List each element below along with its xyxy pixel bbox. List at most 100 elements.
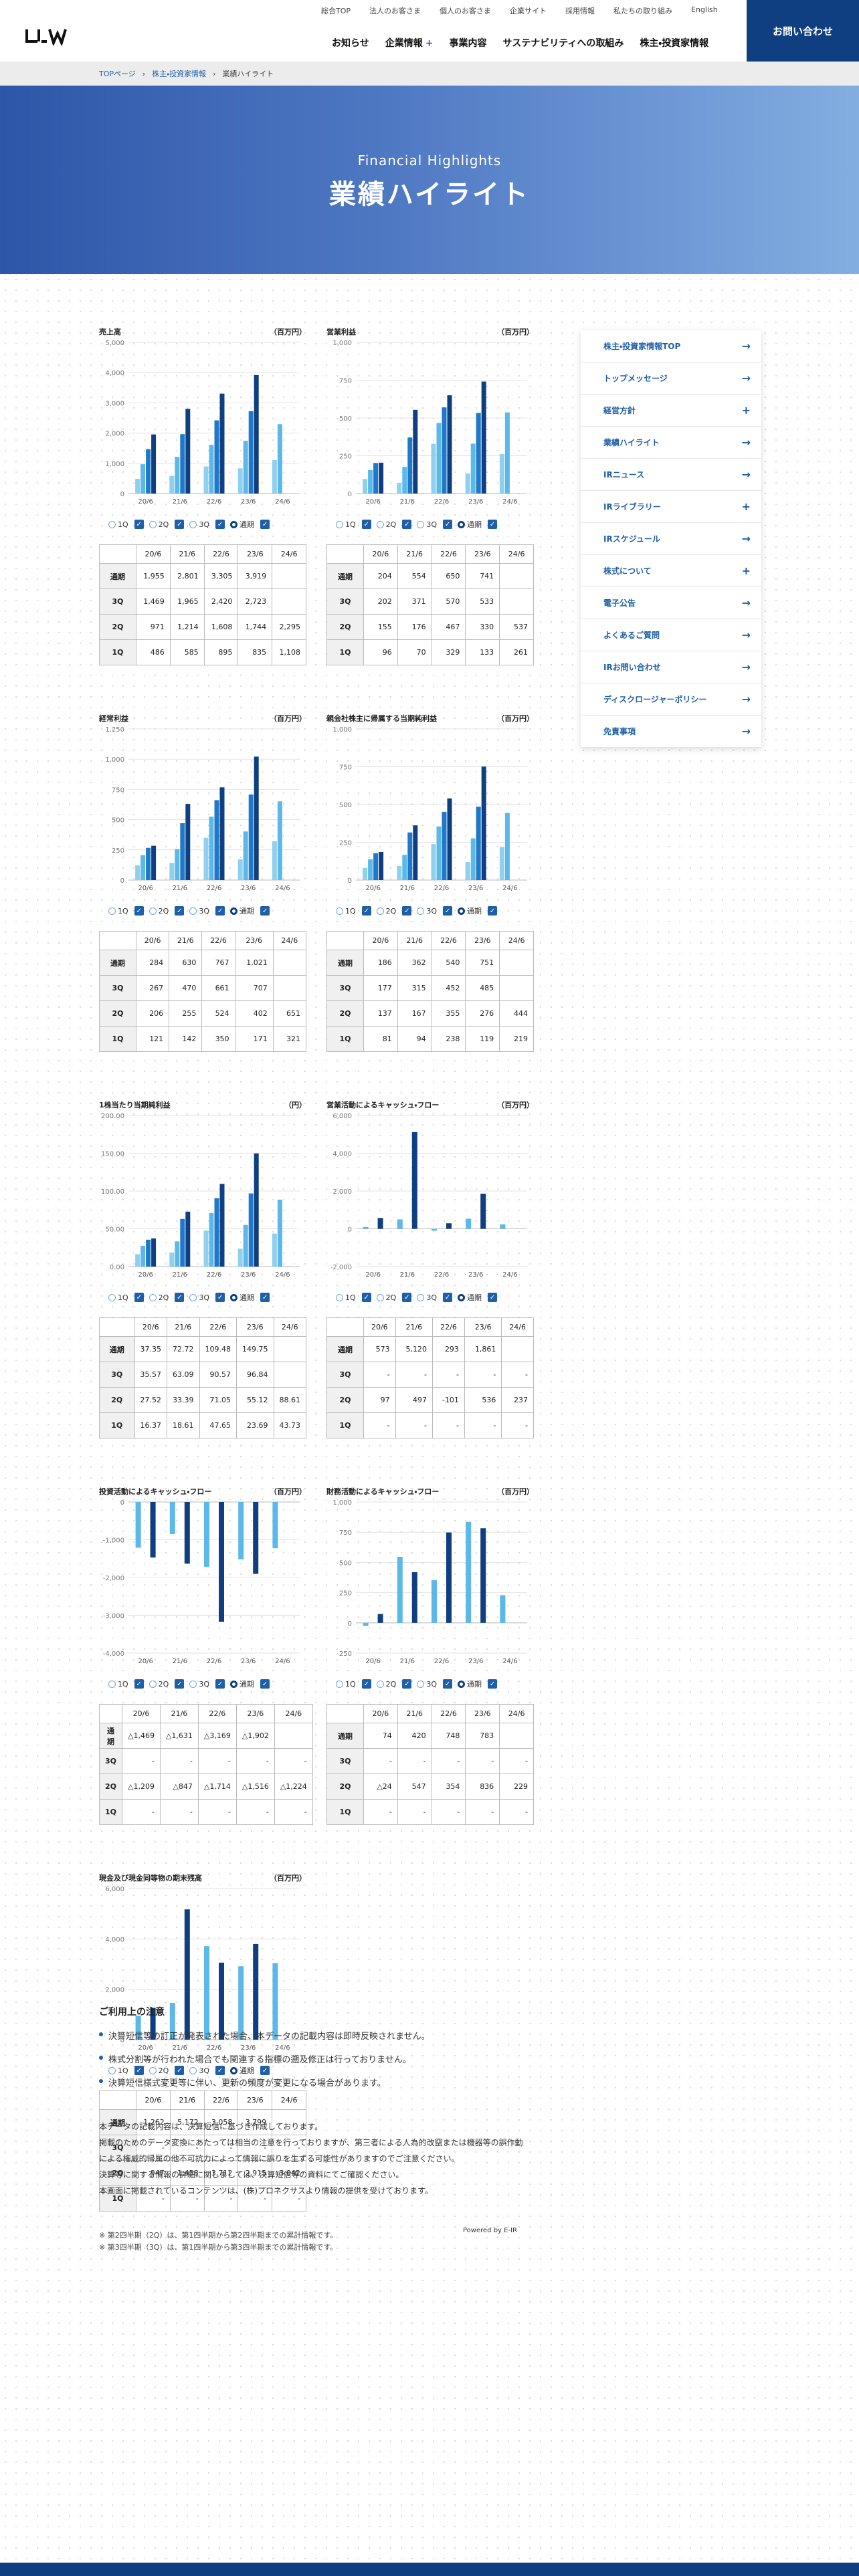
legend-radio-icon[interactable] bbox=[108, 1680, 116, 1688]
legend-checkbox-icon[interactable]: ✓ bbox=[488, 1293, 498, 1302]
legend-item[interactable]: 2Q ✓ bbox=[376, 1679, 412, 1689]
legend-checkbox-icon[interactable]: ✓ bbox=[443, 1679, 453, 1689]
legend-item[interactable]: 1Q ✓ bbox=[108, 520, 144, 529]
company-logo[interactable] bbox=[24, 28, 68, 48]
sidebar-item[interactable]: IRスケジュール → bbox=[581, 523, 761, 555]
legend-checkbox-icon[interactable]: ✓ bbox=[260, 2066, 270, 2075]
legend-checkbox-icon[interactable]: ✓ bbox=[402, 1679, 412, 1689]
util-link[interactable]: 企業サイト bbox=[510, 7, 547, 15]
legend-radio-icon[interactable] bbox=[108, 520, 116, 528]
legend-item[interactable]: 3Q ✓ bbox=[189, 1679, 225, 1689]
legend-item[interactable]: 1Q ✓ bbox=[336, 520, 371, 529]
sidebar-item[interactable]: ディスクロージャーポリシー → bbox=[581, 683, 761, 716]
legend-checkbox-icon[interactable]: ✓ bbox=[402, 906, 412, 916]
legend-checkbox-icon[interactable]: ✓ bbox=[134, 1293, 144, 1302]
nav-ir[interactable]: 株主・投資家情報 bbox=[640, 38, 709, 49]
legend-checkbox-icon[interactable]: ✓ bbox=[175, 1679, 185, 1689]
legend-checkbox-icon[interactable]: ✓ bbox=[488, 906, 498, 916]
legend-checkbox-icon[interactable]: ✓ bbox=[260, 520, 270, 529]
legend-radio-icon[interactable] bbox=[189, 907, 197, 915]
legend-radio-icon[interactable] bbox=[458, 1680, 466, 1688]
legend-radio-icon[interactable] bbox=[417, 907, 425, 915]
sidebar-item[interactable]: 経営方針 + bbox=[581, 395, 761, 427]
legend-radio-icon[interactable] bbox=[230, 2066, 238, 2074]
legend-item[interactable]: 2Q ✓ bbox=[149, 520, 185, 529]
legend-item[interactable]: 1Q ✓ bbox=[108, 906, 144, 916]
sidebar-item[interactable]: 業績ハイライト → bbox=[581, 427, 761, 459]
util-link[interactable]: 採用情報 bbox=[565, 7, 595, 15]
legend-checkbox-icon[interactable]: ✓ bbox=[175, 520, 185, 529]
legend-radio-icon[interactable] bbox=[376, 1293, 384, 1301]
legend-radio-icon[interactable] bbox=[376, 907, 384, 915]
legend-checkbox-icon[interactable]: ✓ bbox=[443, 1293, 453, 1302]
legend-item[interactable]: 1Q ✓ bbox=[336, 906, 371, 916]
legend-checkbox-icon[interactable]: ✓ bbox=[215, 2066, 225, 2075]
legend-checkbox-icon[interactable]: ✓ bbox=[134, 520, 144, 529]
legend-item[interactable]: 通期 ✓ bbox=[230, 1679, 270, 1689]
legend-radio-icon[interactable] bbox=[417, 520, 425, 528]
legend-radio-icon[interactable] bbox=[230, 907, 238, 915]
nav-business[interactable]: 事業内容 bbox=[449, 38, 487, 49]
legend-radio-icon[interactable] bbox=[149, 1293, 157, 1301]
legend-radio-icon[interactable] bbox=[336, 1680, 343, 1688]
legend-radio-icon[interactable] bbox=[417, 1293, 425, 1301]
legend-radio-icon[interactable] bbox=[149, 2066, 157, 2074]
breadcrumb-ir[interactable]: 株主・投資家情報 bbox=[152, 70, 206, 78]
legend-checkbox-icon[interactable]: ✓ bbox=[175, 2066, 185, 2075]
legend-item[interactable]: 1Q ✓ bbox=[108, 2066, 144, 2075]
sidebar-item[interactable]: IRお問い合わせ → bbox=[581, 651, 761, 683]
legend-item[interactable]: 2Q ✓ bbox=[376, 520, 412, 529]
legend-radio-icon[interactable] bbox=[376, 1680, 384, 1688]
legend-item[interactable]: 通期 ✓ bbox=[230, 905, 270, 916]
nav-company[interactable]: 企業情報 + bbox=[385, 36, 434, 49]
legend-checkbox-icon[interactable]: ✓ bbox=[215, 1679, 225, 1689]
legend-checkbox-icon[interactable]: ✓ bbox=[361, 520, 371, 529]
legend-checkbox-icon[interactable]: ✓ bbox=[215, 1293, 225, 1302]
legend-item[interactable]: 3Q ✓ bbox=[417, 1293, 453, 1302]
legend-item[interactable]: 通期 ✓ bbox=[458, 1292, 498, 1303]
legend-radio-icon[interactable] bbox=[189, 1680, 197, 1688]
sidebar-item[interactable]: 株主・投資家情報TOP → bbox=[581, 330, 761, 362]
legend-radio-icon[interactable] bbox=[458, 907, 466, 915]
legend-item[interactable]: 3Q ✓ bbox=[189, 906, 225, 916]
legend-checkbox-icon[interactable]: ✓ bbox=[361, 906, 371, 916]
legend-checkbox-icon[interactable]: ✓ bbox=[260, 1293, 270, 1302]
nav-news[interactable]: お知らせ bbox=[332, 38, 369, 49]
legend-item[interactable]: 通期 ✓ bbox=[230, 1292, 270, 1303]
util-link[interactable]: 個人のお客さま bbox=[440, 7, 492, 15]
legend-checkbox-icon[interactable]: ✓ bbox=[260, 906, 270, 916]
legend-item[interactable]: 2Q ✓ bbox=[149, 906, 185, 916]
sidebar-item[interactable]: 株式について + bbox=[581, 555, 761, 587]
legend-item[interactable]: 2Q ✓ bbox=[376, 1293, 412, 1302]
legend-item[interactable]: 3Q ✓ bbox=[417, 520, 453, 529]
legend-item[interactable]: 通期 ✓ bbox=[458, 1679, 498, 1689]
util-link[interactable]: 法人のお客さま bbox=[369, 7, 421, 15]
legend-radio-icon[interactable] bbox=[108, 907, 116, 915]
legend-item[interactable]: 3Q ✓ bbox=[189, 1293, 225, 1302]
legend-checkbox-icon[interactable]: ✓ bbox=[443, 520, 453, 529]
legend-item[interactable]: 3Q ✓ bbox=[417, 1679, 453, 1689]
sidebar-item[interactable]: 電子公告 → bbox=[581, 587, 761, 619]
legend-checkbox-icon[interactable]: ✓ bbox=[175, 906, 185, 916]
legend-checkbox-icon[interactable]: ✓ bbox=[175, 1293, 185, 1302]
legend-item[interactable]: 1Q ✓ bbox=[336, 1293, 371, 1302]
legend-item[interactable]: 1Q ✓ bbox=[108, 1293, 144, 1302]
sidebar-item[interactable]: IRライブラリー + bbox=[581, 491, 761, 523]
legend-item[interactable]: 2Q ✓ bbox=[376, 906, 412, 916]
legend-radio-icon[interactable] bbox=[189, 2066, 197, 2074]
legend-item[interactable]: 1Q ✓ bbox=[336, 1679, 371, 1689]
legend-checkbox-icon[interactable]: ✓ bbox=[488, 1679, 498, 1689]
legend-radio-icon[interactable] bbox=[417, 1680, 425, 1688]
legend-radio-icon[interactable] bbox=[189, 1293, 197, 1301]
legend-item[interactable]: 2Q ✓ bbox=[149, 1293, 185, 1302]
legend-item[interactable]: 3Q ✓ bbox=[189, 520, 225, 529]
legend-item[interactable]: 3Q ✓ bbox=[417, 906, 453, 916]
legend-radio-icon[interactable] bbox=[149, 1680, 157, 1688]
legend-checkbox-icon[interactable]: ✓ bbox=[134, 1679, 144, 1689]
sidebar-item[interactable]: 免責事項 → bbox=[581, 716, 761, 748]
legend-item[interactable]: 通期 ✓ bbox=[458, 519, 498, 530]
legend-radio-icon[interactable] bbox=[108, 1293, 116, 1301]
legend-item[interactable]: 通期 ✓ bbox=[230, 519, 270, 530]
legend-checkbox-icon[interactable]: ✓ bbox=[361, 1679, 371, 1689]
legend-checkbox-icon[interactable]: ✓ bbox=[215, 906, 225, 916]
